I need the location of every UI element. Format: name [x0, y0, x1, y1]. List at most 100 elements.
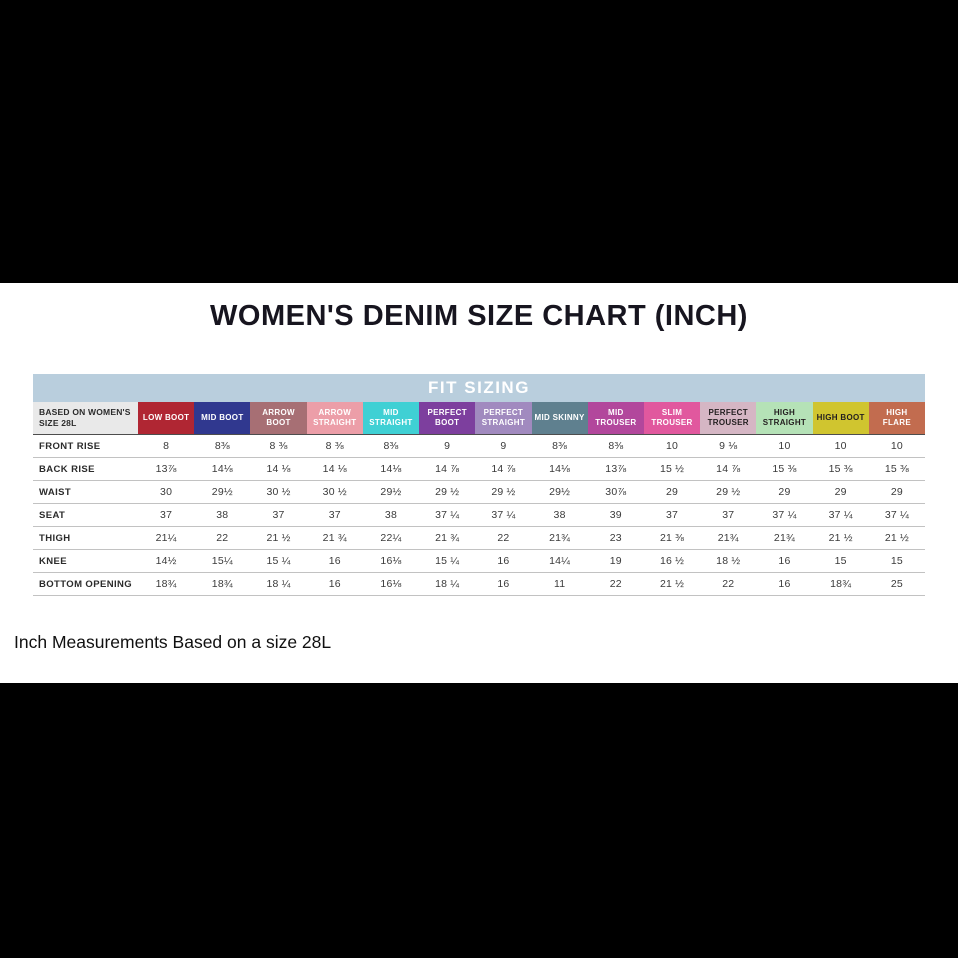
cell-seat-high-straight: 37 ¼	[772, 509, 797, 521]
column-header-high-straight: HIGH STRAIGHT	[756, 402, 813, 434]
cell-seat-high-boot: 37 ¼	[828, 509, 853, 521]
cell-seat-mid-trouser: 39	[609, 509, 622, 521]
size-chart-page: WOMEN'S DENIM SIZE CHART (INCH) FIT SIZI…	[0, 283, 958, 683]
row-label-back-rise: BACK RISE	[39, 463, 95, 475]
cell-knee-low-boot: 14½	[155, 555, 177, 567]
cell-bottom-opening-mid-straight: 16⅛	[380, 578, 402, 590]
cell-waist-high-flare: 29	[890, 486, 903, 498]
column-header-mid-straight: MID STRAIGHT	[362, 402, 420, 434]
cell-bottom-opening-high-flare: 25	[890, 578, 903, 590]
cell-thigh-mid-straight: 22¼	[380, 532, 402, 544]
size-chart-table: FIT SIZING BASED ON WOMEN'S SIZE 28L LOW…	[33, 374, 925, 596]
column-header-perfect-straight: PERFECT STRAIGHT	[475, 402, 532, 434]
cell-seat-slim-trouser: 37	[665, 509, 679, 521]
cell-thigh-perfect-boot: 21 ¾	[435, 532, 460, 544]
cell-back-rise-mid-trouser: 13⅞	[605, 463, 627, 475]
cell-bottom-opening-arrow-boot: 18 ¼	[266, 578, 291, 590]
cell-seat-perfect-boot: 37 ¼	[435, 509, 460, 521]
cell-waist-mid-boot: 29½	[211, 486, 233, 498]
cell-bottom-opening-mid-trouser: 22	[609, 578, 622, 590]
cell-bottom-opening-mid-skinny: 11	[553, 578, 566, 590]
cell-thigh-high-boot: 21 ½	[828, 532, 853, 544]
cell-bottom-opening-perfect-straight: 16	[497, 578, 510, 590]
cell-seat-mid-skinny: 38	[553, 509, 566, 521]
cell-bottom-opening-high-boot: 18¾	[830, 578, 852, 590]
column-header-high-flare: HIGH FLARE	[868, 402, 925, 434]
cell-bottom-opening-low-boot: 18¾	[155, 578, 177, 590]
cell-knee-mid-boot: 15¼	[211, 555, 233, 567]
cell-thigh-high-flare: 21 ½	[884, 532, 909, 544]
cell-front-rise-mid-skinny: 8⅜	[552, 440, 568, 452]
cell-seat-high-flare: 37 ¼	[884, 509, 909, 521]
measurement-note: Inch Measurements Based on a size 28L	[14, 632, 332, 652]
cell-knee-mid-trouser: 19	[609, 555, 622, 567]
cell-thigh-slim-trouser: 21 ⅜	[659, 532, 685, 544]
cell-waist-perfect-straight: 29 ½	[491, 486, 516, 498]
cell-waist-mid-straight: 29½	[380, 486, 402, 498]
cell-knee-mid-straight: 16⅛	[380, 555, 402, 567]
cell-thigh-arrow-straight: 21 ¾	[322, 532, 347, 544]
column-header-row: BASED ON WOMEN'S SIZE 28L LOW BOOT MID BO…	[33, 402, 925, 434]
cell-waist-slim-trouser: 29	[665, 486, 679, 498]
table-row-thigh: THIGH 21¼ 22 21 ½ 21 ¾ 22¼ 21 ¾ 22 21¾ 23 21 ⅜ 21¾ 2…	[33, 527, 925, 550]
row-label-front-rise: FRONT RISE	[39, 440, 101, 452]
cell-waist-mid-trouser: 30⅞	[605, 486, 627, 498]
cell-front-rise-slim-trouser: 10	[665, 440, 679, 452]
cell-bottom-opening-high-straight: 16	[778, 578, 791, 590]
cell-back-rise-low-boot: 13⅞	[155, 463, 177, 475]
cell-waist-high-straight: 29	[778, 486, 791, 498]
cell-front-rise-high-flare: 10	[890, 440, 903, 452]
cell-thigh-arrow-boot: 21 ½	[266, 532, 291, 544]
cell-waist-mid-skinny: 29½	[549, 486, 571, 498]
cell-back-rise-mid-boot: 14⅛	[211, 463, 233, 475]
cell-back-rise-arrow-boot: 14 ⅛	[266, 463, 291, 475]
cell-knee-arrow-boot: 15 ¼	[266, 555, 291, 567]
cell-seat-arrow-straight: 37	[328, 509, 341, 521]
cell-seat-low-boot: 37	[160, 509, 173, 521]
bottom-black-bar	[0, 683, 958, 958]
cell-seat-perfect-straight: 37 ¼	[491, 509, 516, 521]
cell-back-rise-perfect-boot: 14 ⅞	[435, 463, 460, 475]
cell-knee-perfect-boot: 15 ¼	[435, 555, 460, 567]
row-label-seat: SEAT	[39, 509, 66, 521]
column-header-low-boot: LOW BOOT	[138, 402, 195, 434]
cell-thigh-high-straight: 21¾	[773, 532, 795, 544]
cell-knee-arrow-straight: 16	[328, 555, 341, 567]
cell-back-rise-perfect-trouser: 14 ⅞	[716, 463, 741, 475]
cell-bottom-opening-perfect-trouser: 22	[722, 578, 735, 590]
column-header-mid-skinny: MID SKINNY	[531, 402, 588, 434]
column-header-arrow-straight: ARROW STRAIGHT	[306, 402, 363, 434]
table-body: FRONT RISE 8 8⅜ 8 ⅜ 8 ⅜ 8⅜ 9 9 8⅜ 8⅜ 10 9 ⅛ 10 10 10 BA…	[33, 434, 925, 596]
column-header-slim-trouser: SLIM TROUSER	[643, 402, 701, 434]
cell-waist-arrow-boot: 30 ½	[266, 486, 291, 498]
cell-back-rise-high-flare: 15 ⅜	[884, 463, 909, 475]
page-title: WOMEN'S DENIM SIZE CHART (INCH)	[210, 300, 748, 332]
cell-front-rise-mid-straight: 8⅜	[383, 440, 399, 452]
row-label-knee: KNEE	[39, 555, 67, 567]
table-row-back-rise: BACK RISE 13⅞ 14⅛ 14 ⅛ 14 ⅛ 14⅛ 14 ⅞ 14 ⅞ 14⅛ 13⅞…	[33, 458, 925, 481]
cell-front-rise-low-boot: 8	[163, 440, 170, 452]
cell-waist-perfect-boot: 29 ½	[435, 486, 460, 498]
cell-thigh-mid-boot: 22	[216, 532, 229, 544]
cell-knee-perfect-straight: 16	[497, 555, 510, 567]
cell-waist-perfect-trouser: 29 ½	[716, 486, 741, 498]
cell-bottom-opening-arrow-straight: 16	[328, 578, 341, 590]
table-row-knee: KNEE 14½ 15¼ 15 ¼ 16 16⅛ 15 ¼ 16 14¼ 19 16 ½ 18 ½ 16…	[33, 550, 925, 573]
cell-back-rise-mid-straight: 14⅛	[380, 463, 402, 475]
fit-sizing-banner: FIT SIZING	[33, 374, 925, 402]
cell-knee-slim-trouser: 16 ½	[659, 555, 685, 567]
cell-front-rise-arrow-straight: 8 ⅜	[325, 440, 344, 452]
cell-seat-mid-straight: 38	[384, 509, 397, 521]
cell-back-rise-slim-trouser: 15 ½	[659, 463, 685, 475]
column-header-perfect-boot: PERFECT BOOT	[419, 402, 476, 434]
column-header-mid-trouser: MID TROUSER	[587, 402, 644, 434]
cell-back-rise-mid-skinny: 14⅛	[549, 463, 571, 475]
cell-seat-arrow-boot: 37	[272, 509, 285, 521]
cell-front-rise-mid-boot: 8⅜	[214, 440, 230, 452]
cell-thigh-mid-trouser: 23	[609, 532, 622, 544]
cell-knee-perfect-trouser: 18 ½	[716, 555, 741, 567]
column-header-high-boot: HIGH BOOT	[812, 402, 869, 434]
cell-knee-mid-skinny: 14¼	[549, 555, 571, 567]
cell-front-rise-perfect-boot: 9	[444, 440, 451, 452]
cell-waist-low-boot: 30	[160, 486, 173, 498]
